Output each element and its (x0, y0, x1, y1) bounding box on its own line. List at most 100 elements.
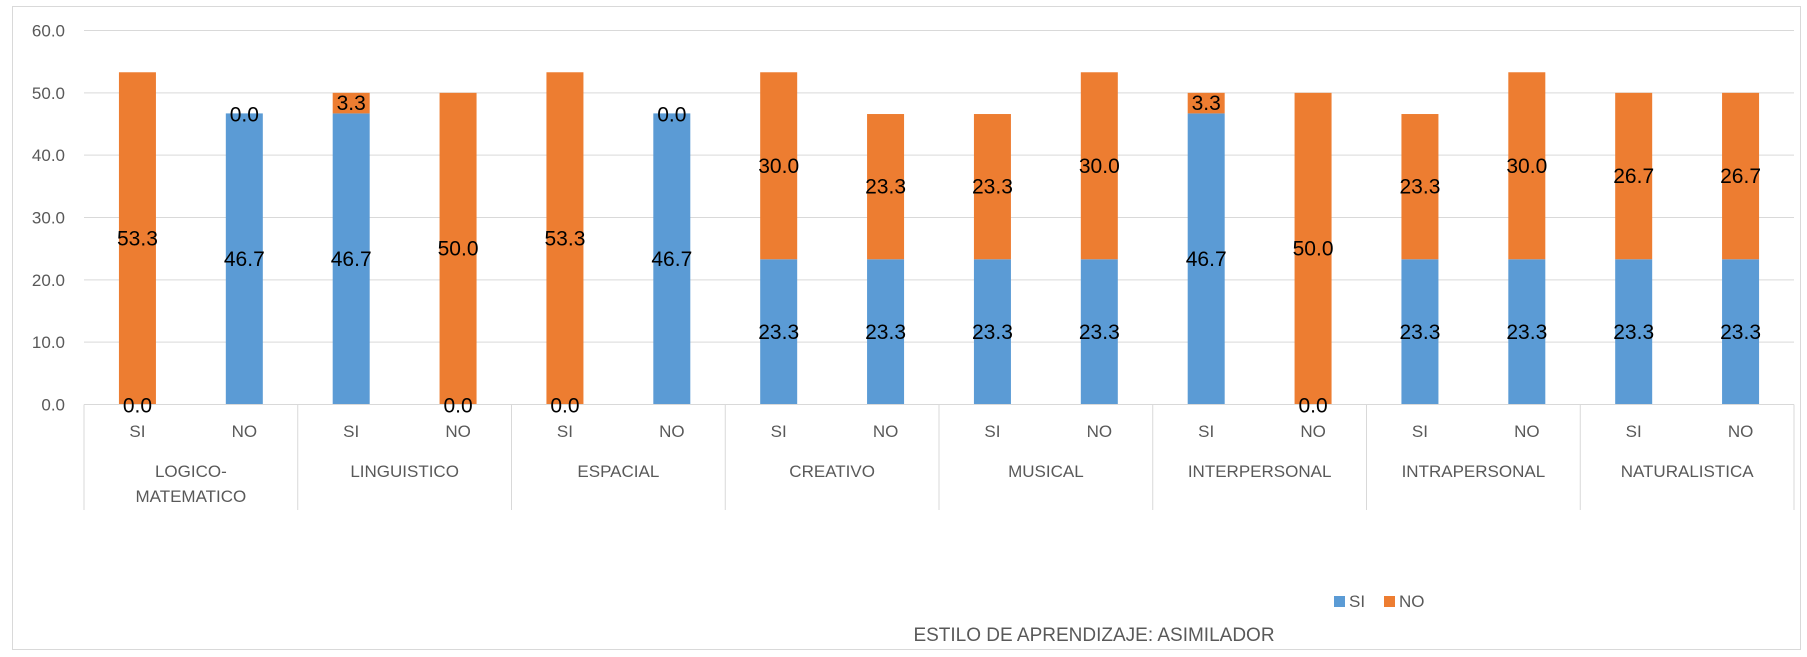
data-label-no: 0.0 (230, 103, 259, 126)
bar-si (973, 259, 1011, 405)
data-label-no: 30.0 (758, 155, 799, 178)
data-label-si: 0.0 (443, 395, 472, 418)
category-label: NO (659, 422, 685, 441)
bar-no (1401, 114, 1439, 260)
category-label: SI (557, 422, 573, 441)
bar-no (973, 114, 1011, 260)
data-label-si: 23.3 (972, 321, 1013, 344)
category-label: SI (984, 422, 1000, 441)
bar-si (1080, 259, 1118, 405)
stacked-bar-chart: 0.0 10.0 20.0 30.0 40.0 50.0 60.0 LOGICO-MATEM… (32, 22, 1795, 646)
category-label: NO (1300, 422, 1326, 441)
data-label-no: 50.0 (438, 238, 479, 261)
category-label: SI (1198, 422, 1214, 441)
group-label: NATURALISTICA (1621, 462, 1755, 481)
data-label-no: 53.3 (117, 227, 158, 250)
y-tick-label: 10.0 (32, 333, 65, 352)
data-label-si: 23.3 (1720, 321, 1761, 344)
bar-no (760, 72, 798, 260)
chart-frame: 0.0 10.0 20.0 30.0 40.0 50.0 60.0 LOGICO-MATEM… (12, 6, 1801, 650)
y-tick-label: 50.0 (32, 84, 65, 103)
bar-no (1187, 92, 1225, 114)
group-label: CREATIVO (789, 462, 875, 481)
data-label-si: 23.3 (758, 321, 799, 344)
data-label-no: 23.3 (1400, 176, 1441, 199)
category-label: SI (343, 422, 359, 441)
group-label: ESPACIAL (577, 462, 659, 481)
legend-label: SI (1349, 592, 1365, 611)
data-label-no: 0.0 (657, 103, 686, 126)
bar-si (1722, 259, 1760, 405)
bar-no (1080, 72, 1118, 260)
bar-no (546, 72, 584, 405)
bar-si (1615, 259, 1653, 405)
category-label: SI (1626, 422, 1642, 441)
data-label-si: 46.7 (331, 248, 372, 271)
bars (118, 72, 1760, 405)
y-tick-label: 20.0 (32, 271, 65, 290)
bar-si (1508, 259, 1546, 405)
data-label-si: 23.3 (1506, 321, 1547, 344)
group-label: LINGUISTICO (350, 462, 459, 481)
data-label-si: 23.3 (865, 321, 906, 344)
chart-annotation: ESTILO DE APRENDIZAJE: ASIMILADOR (913, 625, 1274, 646)
data-label-no: 23.3 (865, 176, 906, 199)
data-label-si: 23.3 (1613, 321, 1654, 344)
bar-si (867, 259, 905, 405)
y-axis-ticks: 0.0 10.0 20.0 30.0 40.0 50.0 60.0 (32, 22, 65, 415)
data-label-si: 23.3 (1079, 321, 1120, 344)
category-label: NO (1514, 422, 1540, 441)
bar-no (332, 92, 370, 114)
bar-no (1294, 92, 1332, 405)
data-labels: 0.0 53.3 46.7 0.0 46.7 3.3 0.0 50.0 0.0 53.3 46.7 0… (117, 92, 1761, 418)
y-tick-label: 0.0 (41, 396, 65, 415)
data-label-si: 46.7 (224, 248, 265, 271)
legend-label: NO (1399, 592, 1425, 611)
bar-no (867, 114, 905, 260)
legend: SI NO (1334, 592, 1425, 611)
category-label: NO (445, 422, 471, 441)
category-label: NO (1087, 422, 1113, 441)
category-label: SI (1412, 422, 1428, 441)
group-label: MUSICAL (1008, 462, 1084, 481)
group-label: INTRAPERSONAL (1402, 462, 1546, 481)
bar-si (332, 113, 370, 405)
bar-si (225, 113, 263, 405)
bar-no (1508, 72, 1546, 260)
data-label-no: 53.3 (545, 227, 586, 250)
data-label-no: 23.3 (972, 176, 1013, 199)
bar-no (118, 72, 156, 405)
legend-swatch (1384, 596, 1395, 607)
data-label-no: 3.3 (1192, 92, 1221, 115)
y-tick-label: 30.0 (32, 209, 65, 228)
x-axis: LOGICO-MATEMATICO LINGUISTICO ESPACIAL CREA… (83, 404, 1795, 510)
bar-si (1187, 113, 1225, 405)
data-label-no: 50.0 (1293, 238, 1334, 261)
group-label: LOGICO-MATEMATICO (135, 462, 246, 506)
category-label: NO (232, 422, 258, 441)
bar-no (439, 92, 477, 405)
data-label-no: 30.0 (1506, 155, 1547, 178)
category-label: SI (771, 422, 787, 441)
data-label-si: 0.0 (123, 395, 152, 418)
bar-si (1401, 259, 1439, 405)
category-label: SI (129, 422, 145, 441)
data-label-si: 46.7 (651, 248, 692, 271)
y-tick-label: 60.0 (32, 22, 65, 41)
bar-no (1722, 92, 1760, 260)
category-label: NO (873, 422, 899, 441)
bar-si (760, 259, 798, 405)
data-label-si: 23.3 (1400, 321, 1441, 344)
bar-no (1615, 92, 1653, 260)
data-label-no: 26.7 (1720, 165, 1761, 188)
data-label-si: 0.0 (550, 395, 579, 418)
data-label-no: 30.0 (1079, 155, 1120, 178)
bar-si (653, 113, 691, 405)
y-tick-label: 40.0 (32, 146, 65, 165)
data-label-si: 46.7 (1186, 248, 1227, 271)
data-label-no: 3.3 (337, 92, 366, 115)
data-label-si: 0.0 (1298, 395, 1327, 418)
group-label: INTERPERSONAL (1188, 462, 1332, 481)
data-label-no: 26.7 (1613, 165, 1654, 188)
category-label: NO (1728, 422, 1754, 441)
